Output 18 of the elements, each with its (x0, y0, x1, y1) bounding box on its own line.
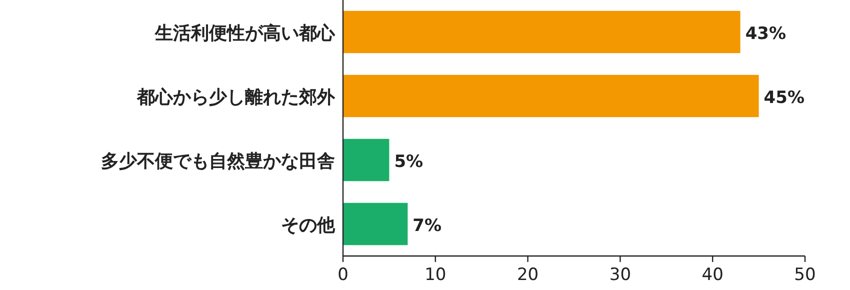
y-tick-label: 多少不便でも自然豊かな田舎 (101, 151, 335, 172)
x-tick-label: 20 (516, 265, 539, 285)
x-tick-label: 0 (338, 265, 348, 285)
x-tick-label: 30 (609, 265, 632, 285)
y-tick-label: 都心から少し離れた郊外 (136, 87, 336, 108)
data-label: 5% (394, 152, 424, 172)
data-label: 43% (745, 24, 786, 44)
data-label: 45% (764, 88, 805, 108)
x-tick-label: 10 (424, 265, 446, 285)
bar (343, 10, 740, 54)
x-tick-label: 50 (794, 265, 816, 285)
data-label: 7% (412, 216, 442, 236)
y-tick-label: その他 (281, 215, 336, 236)
x-tick-label: 40 (702, 265, 724, 285)
y-tick-label: 生活利便性が高い都心 (154, 23, 336, 44)
bar (343, 138, 390, 182)
bar (343, 202, 408, 246)
bar (343, 74, 759, 118)
